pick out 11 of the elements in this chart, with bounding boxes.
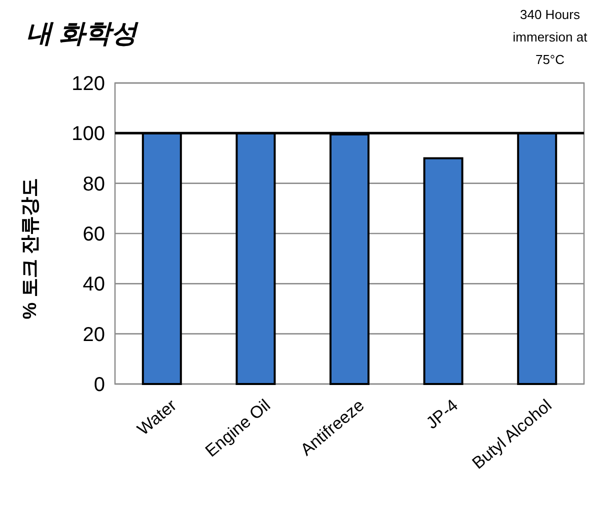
y-tick-label: 100 xyxy=(72,123,105,146)
bar xyxy=(423,157,464,385)
y-tick-label: 60 xyxy=(82,224,105,246)
y-axis-title: % 토크 잔류강도 xyxy=(20,178,41,320)
y-tick-label: 40 xyxy=(82,274,105,296)
chart-title: 내 화학성 xyxy=(26,18,140,48)
y-tick-label: 20 xyxy=(82,324,105,346)
y-tick-label: 80 xyxy=(82,173,105,196)
y-tick-label: 0 xyxy=(94,374,105,396)
y-tick-label: 120 xyxy=(72,73,105,95)
text: 340 Hours immersion at 75°C xyxy=(512,7,588,67)
